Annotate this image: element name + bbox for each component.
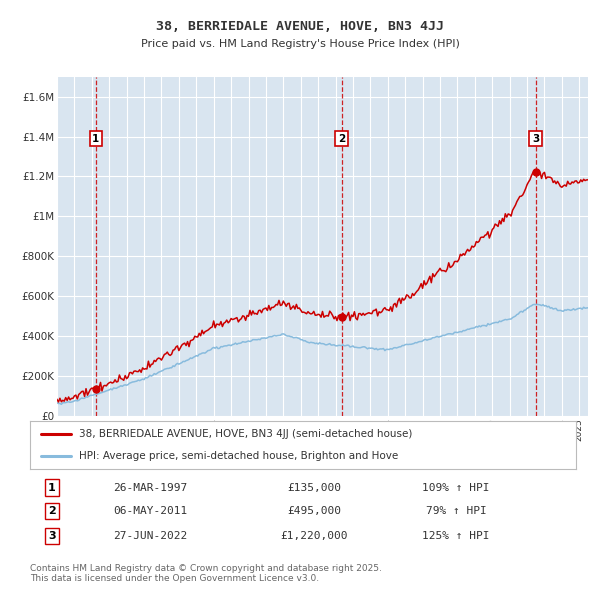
Text: 2: 2 (338, 133, 345, 143)
Text: 06-MAY-2011: 06-MAY-2011 (113, 506, 187, 516)
Text: 1: 1 (92, 133, 100, 143)
Text: 3: 3 (48, 531, 56, 541)
Text: 1: 1 (48, 483, 56, 493)
Text: Contains HM Land Registry data © Crown copyright and database right 2025.
This d: Contains HM Land Registry data © Crown c… (30, 564, 382, 583)
Text: 125% ↑ HPI: 125% ↑ HPI (422, 531, 490, 541)
Text: 38, BERRIEDALE AVENUE, HOVE, BN3 4JJ: 38, BERRIEDALE AVENUE, HOVE, BN3 4JJ (156, 20, 444, 33)
Text: 27-JUN-2022: 27-JUN-2022 (113, 531, 187, 541)
Text: £1,220,000: £1,220,000 (280, 531, 347, 541)
Text: £135,000: £135,000 (287, 483, 341, 493)
Text: 38, BERRIEDALE AVENUE, HOVE, BN3 4JJ (semi-detached house): 38, BERRIEDALE AVENUE, HOVE, BN3 4JJ (se… (79, 429, 413, 439)
Text: 2: 2 (48, 506, 56, 516)
Text: 79% ↑ HPI: 79% ↑ HPI (425, 506, 486, 516)
Text: 26-MAR-1997: 26-MAR-1997 (113, 483, 187, 493)
Text: 109% ↑ HPI: 109% ↑ HPI (422, 483, 490, 493)
Text: £495,000: £495,000 (287, 506, 341, 516)
Text: Price paid vs. HM Land Registry's House Price Index (HPI): Price paid vs. HM Land Registry's House … (140, 39, 460, 48)
Text: 3: 3 (532, 133, 539, 143)
Text: HPI: Average price, semi-detached house, Brighton and Hove: HPI: Average price, semi-detached house,… (79, 451, 398, 461)
